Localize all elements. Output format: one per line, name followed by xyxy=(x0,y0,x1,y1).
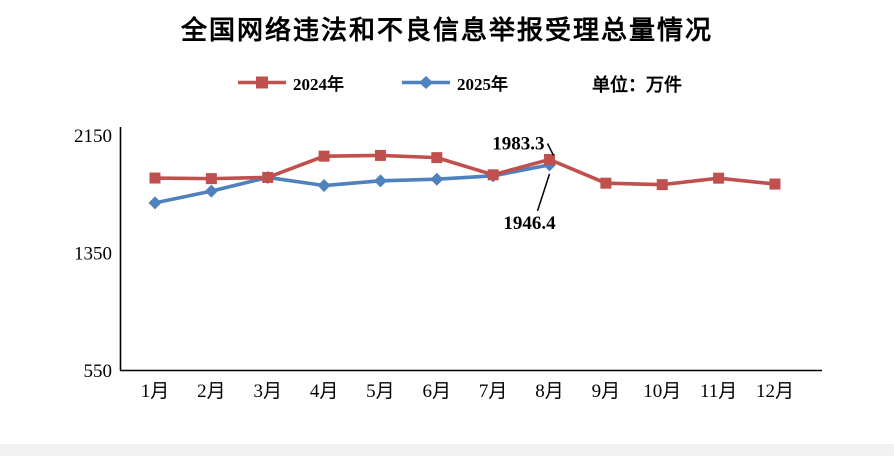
marker-square-2024年 xyxy=(656,179,668,191)
x-tick-label: 5月 xyxy=(366,381,395,402)
marker-square-2024年 xyxy=(769,178,781,190)
marker-square-2024年 xyxy=(600,177,612,189)
marker-square-2024年 xyxy=(713,172,725,184)
x-tick-label: 9月 xyxy=(592,381,621,402)
legend-swatch-2024 xyxy=(238,76,286,89)
legend-label-2024: 2024年 xyxy=(293,75,344,94)
x-tick-label: 3月 xyxy=(253,381,282,402)
x-tick-label: 12月 xyxy=(756,381,794,402)
x-tick-label: 8月 xyxy=(535,381,564,402)
marker-diamond-2025年 xyxy=(430,172,444,186)
x-tick-label: 6月 xyxy=(423,381,452,402)
y-tick-label: 1350 xyxy=(74,244,112,265)
x-tick-label: 10月 xyxy=(643,381,681,402)
marker-diamond-2025年 xyxy=(148,196,162,210)
bottom-strip xyxy=(0,444,894,456)
x-tick-label: 2月 xyxy=(197,381,226,402)
marker-square-2024年 xyxy=(487,169,499,181)
annotation-label: 1983.3 xyxy=(492,133,544,154)
chart-title: 全国网络违法和不良信息举报受理总量情况 xyxy=(180,16,713,45)
marker-square-2024年 xyxy=(149,172,161,184)
x-tick-label: 4月 xyxy=(310,381,339,402)
marker-diamond-2025年 xyxy=(373,174,387,188)
marker-diamond-2025年 xyxy=(204,184,218,198)
marker-square-2024年 xyxy=(318,150,330,162)
y-tick-label: 550 xyxy=(84,361,113,382)
annotation-label: 1946.4 xyxy=(503,213,556,234)
marker-square-2024年 xyxy=(374,149,386,161)
x-tick-label: 7月 xyxy=(479,381,508,402)
x-tick-label: 11月 xyxy=(700,381,737,402)
x-tick-label: 1月 xyxy=(141,381,170,402)
legend-item-2025: 2025年 xyxy=(402,70,508,95)
unit-label: 单位：万件 xyxy=(592,75,682,95)
series-line-2024年 xyxy=(153,153,777,187)
legend-diamond-marker xyxy=(419,76,433,89)
legend-square-marker xyxy=(256,76,268,89)
legend-swatch-2025 xyxy=(402,76,450,89)
y-tick-label: 2150 xyxy=(74,126,112,147)
series-line-2025年 xyxy=(153,163,552,205)
marker-square-2024年 xyxy=(431,152,443,164)
legend-item-2024: 2024年 xyxy=(238,70,344,95)
annotation-leader xyxy=(536,173,551,212)
legend-label-2025: 2025年 xyxy=(457,75,508,94)
marker-square-2024年 xyxy=(205,173,217,185)
marker-square-2024年 xyxy=(544,153,556,165)
marker-diamond-2025年 xyxy=(317,179,331,193)
marker-square-2024年 xyxy=(262,171,274,183)
annotation-leader xyxy=(546,143,555,156)
